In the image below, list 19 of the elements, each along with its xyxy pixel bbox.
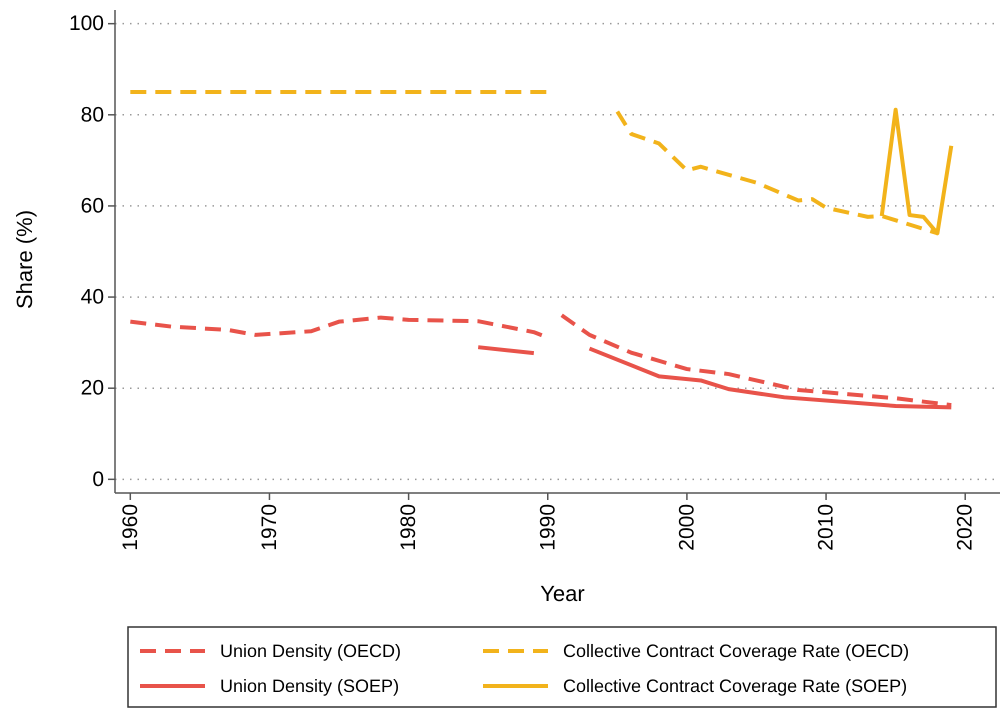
y-tick-label: 100 <box>68 12 104 36</box>
x-tick-label: 1960 <box>118 504 142 551</box>
x-tick-label: 1970 <box>258 504 281 551</box>
y-tick-label: 60 <box>80 194 104 218</box>
y-tick-label: 40 <box>80 286 104 309</box>
x-tick-label: 2000 <box>675 504 698 551</box>
legend-label: Collective Contract Coverage Rate (SOEP) <box>563 676 908 696</box>
y-tick-label: 20 <box>80 376 104 400</box>
y-tick-label: 80 <box>80 103 104 126</box>
x-axis-title: Year <box>540 581 585 606</box>
y-axis-title: Share (%) <box>12 210 37 310</box>
x-tick-label: 1980 <box>397 504 420 551</box>
legend-label: Union Density (SOEP) <box>220 676 400 696</box>
legend-label: Collective Contract Coverage Rate (OECD) <box>563 641 910 661</box>
x-tick-label: 1990 <box>536 504 560 551</box>
x-tick-label: 2020 <box>954 504 977 551</box>
legend-label: Union Density (OECD) <box>220 641 402 661</box>
y-tick-label: 0 <box>92 468 104 491</box>
x-tick-label: 2010 <box>814 504 838 551</box>
